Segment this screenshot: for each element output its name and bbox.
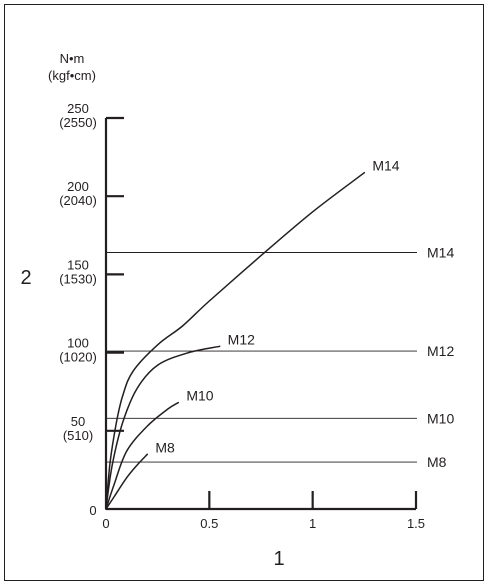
chart-frame — [4, 4, 484, 581]
y-tick-sublabel: (2040) — [59, 193, 97, 208]
reference-lines: M8 M10 M12 M14 — [106, 245, 454, 470]
curve-m10 — [105, 401, 180, 510]
x-axis-title: 1 — [273, 548, 284, 570]
unit-secondary-label: (kgf•cm) — [48, 68, 96, 83]
y-tick-label: 50 — [71, 414, 85, 429]
reference-label-m8: M8 — [427, 454, 447, 470]
y-tick-sublabel: (510) — [63, 428, 93, 443]
curve-label-m14: M14 — [372, 158, 399, 174]
y-tick-sublabel: (1530) — [59, 271, 97, 286]
reference-label-m14: M14 — [427, 245, 454, 261]
y-tick-label: 200 — [67, 179, 89, 194]
axes — [104, 118, 416, 511]
x-tick-label: 1 — [309, 516, 316, 531]
curves: M8 M10 M12 M14 — [105, 158, 400, 510]
y-axis-title: 2 — [20, 267, 31, 289]
reference-label-m10: M10 — [427, 410, 454, 426]
x-tick-label: 1.5 — [407, 516, 425, 531]
y-tick-label: 100 — [67, 336, 89, 351]
y-tick-label: 0 — [89, 503, 96, 518]
curve-label-m12: M12 — [228, 331, 255, 347]
x-tick-label: 0 — [102, 516, 109, 531]
reference-label-m12: M12 — [427, 343, 454, 359]
curve-label-m8: M8 — [155, 439, 175, 455]
curve-m8 — [105, 453, 149, 510]
unit-primary-label: N•m — [60, 51, 85, 66]
y-tick-label: 250 — [67, 101, 89, 116]
labels: N•m (kgf•cm) 2 1 — [20, 51, 284, 570]
x-tick-label: 0.5 — [200, 516, 218, 531]
curve-m12 — [105, 345, 221, 510]
y-tick-label: 150 — [67, 257, 89, 272]
y-tick-sublabel: (1020) — [59, 350, 97, 365]
y-tick-sublabel: (2550) — [59, 115, 97, 130]
curve-label-m10: M10 — [186, 388, 213, 404]
ticks: 0 50(510) 100(1020) 150(1530) 200(2040) 250(2… — [59, 101, 425, 531]
